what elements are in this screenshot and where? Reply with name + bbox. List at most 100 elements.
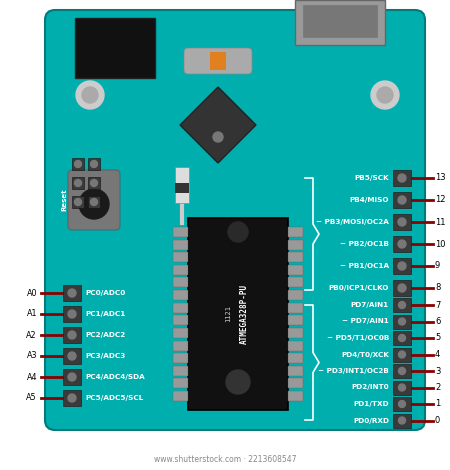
Bar — [72, 196, 84, 208]
Circle shape — [377, 87, 393, 103]
Text: PC3/ADC3: PC3/ADC3 — [85, 353, 125, 359]
Bar — [173, 227, 188, 237]
Bar — [63, 327, 81, 343]
Bar — [63, 285, 81, 301]
Bar — [88, 177, 100, 189]
Bar — [175, 167, 189, 203]
Text: 0: 0 — [435, 416, 440, 425]
Text: 5: 5 — [435, 334, 440, 343]
Text: 13: 13 — [435, 173, 446, 182]
Text: PC0/ADC0: PC0/ADC0 — [85, 290, 125, 296]
Bar — [63, 348, 81, 364]
Bar — [288, 378, 303, 388]
Text: PC4/ADC4/SDA: PC4/ADC4/SDA — [85, 374, 145, 380]
Bar — [175, 183, 189, 193]
Bar — [393, 192, 411, 208]
Circle shape — [399, 318, 405, 325]
Circle shape — [75, 180, 81, 187]
Circle shape — [399, 400, 405, 407]
Circle shape — [371, 81, 399, 109]
Circle shape — [90, 180, 98, 187]
Polygon shape — [180, 87, 256, 163]
Text: ~ PD7/AIN1: ~ PD7/AIN1 — [342, 319, 389, 324]
Text: 6: 6 — [435, 317, 441, 326]
Text: 9: 9 — [435, 261, 440, 271]
Circle shape — [90, 198, 98, 205]
Bar — [393, 170, 411, 186]
Circle shape — [398, 240, 406, 248]
Bar — [173, 290, 188, 300]
Circle shape — [82, 87, 98, 103]
Circle shape — [398, 218, 406, 226]
Text: ATMEGA328P-PU: ATMEGA328P-PU — [239, 284, 248, 344]
Circle shape — [213, 132, 223, 142]
Bar — [72, 158, 84, 170]
Text: A3: A3 — [27, 352, 37, 360]
Circle shape — [399, 335, 405, 342]
Bar — [288, 240, 303, 250]
Bar — [63, 390, 81, 406]
Bar — [188, 218, 288, 410]
Bar — [173, 240, 188, 250]
Bar — [288, 353, 303, 363]
Text: ~ PD5/T1/OC0B: ~ PD5/T1/OC0B — [327, 335, 389, 341]
Circle shape — [68, 352, 76, 360]
Circle shape — [398, 284, 406, 292]
Circle shape — [228, 222, 248, 242]
Text: PD7/AIN1: PD7/AIN1 — [351, 302, 389, 308]
Text: 11: 11 — [435, 218, 446, 227]
Circle shape — [90, 160, 98, 167]
Text: A2: A2 — [27, 330, 37, 339]
Bar — [393, 381, 411, 394]
Text: 10: 10 — [435, 240, 446, 249]
FancyBboxPatch shape — [68, 170, 120, 230]
Bar — [288, 252, 303, 262]
Text: A4: A4 — [27, 373, 37, 382]
Text: A0: A0 — [27, 289, 37, 298]
Bar — [393, 236, 411, 252]
Circle shape — [399, 384, 405, 391]
Bar — [63, 306, 81, 322]
Bar — [173, 315, 188, 325]
Text: ~ PB3/MOSI/OC2A: ~ PB3/MOSI/OC2A — [316, 219, 389, 225]
Bar — [72, 177, 84, 189]
Circle shape — [76, 81, 104, 109]
Circle shape — [398, 196, 406, 204]
Text: PD2/INT0: PD2/INT0 — [351, 384, 389, 391]
Bar — [288, 341, 303, 351]
Bar — [393, 364, 411, 378]
Circle shape — [399, 417, 405, 424]
Text: 4: 4 — [435, 350, 440, 359]
Text: PB4/MISO: PB4/MISO — [350, 197, 389, 203]
Text: PC5/ADC5/SCL: PC5/ADC5/SCL — [85, 395, 143, 401]
Bar — [393, 314, 411, 329]
Bar — [288, 277, 303, 288]
Text: PC1/ADC1: PC1/ADC1 — [85, 311, 125, 317]
Text: A5: A5 — [27, 393, 37, 402]
Bar — [75, 18, 155, 78]
Bar — [393, 331, 411, 345]
Text: A1: A1 — [27, 310, 37, 319]
Bar — [393, 258, 411, 274]
Circle shape — [68, 289, 76, 297]
Bar — [173, 353, 188, 363]
Bar — [210, 52, 226, 70]
Bar — [288, 315, 303, 325]
Circle shape — [75, 160, 81, 167]
Bar — [393, 347, 411, 361]
Bar — [288, 290, 303, 300]
Bar — [88, 196, 100, 208]
Bar — [393, 214, 411, 230]
Text: 3: 3 — [435, 367, 441, 376]
Circle shape — [68, 310, 76, 318]
Bar — [288, 265, 303, 275]
Text: PD4/T0/XCK: PD4/T0/XCK — [341, 352, 389, 358]
Bar — [173, 265, 188, 275]
Bar — [173, 277, 188, 288]
Bar — [63, 369, 81, 385]
Bar — [393, 397, 411, 411]
Bar — [288, 303, 303, 313]
Text: Reset: Reset — [61, 188, 67, 212]
Text: 12: 12 — [435, 196, 446, 204]
Bar — [393, 298, 411, 312]
